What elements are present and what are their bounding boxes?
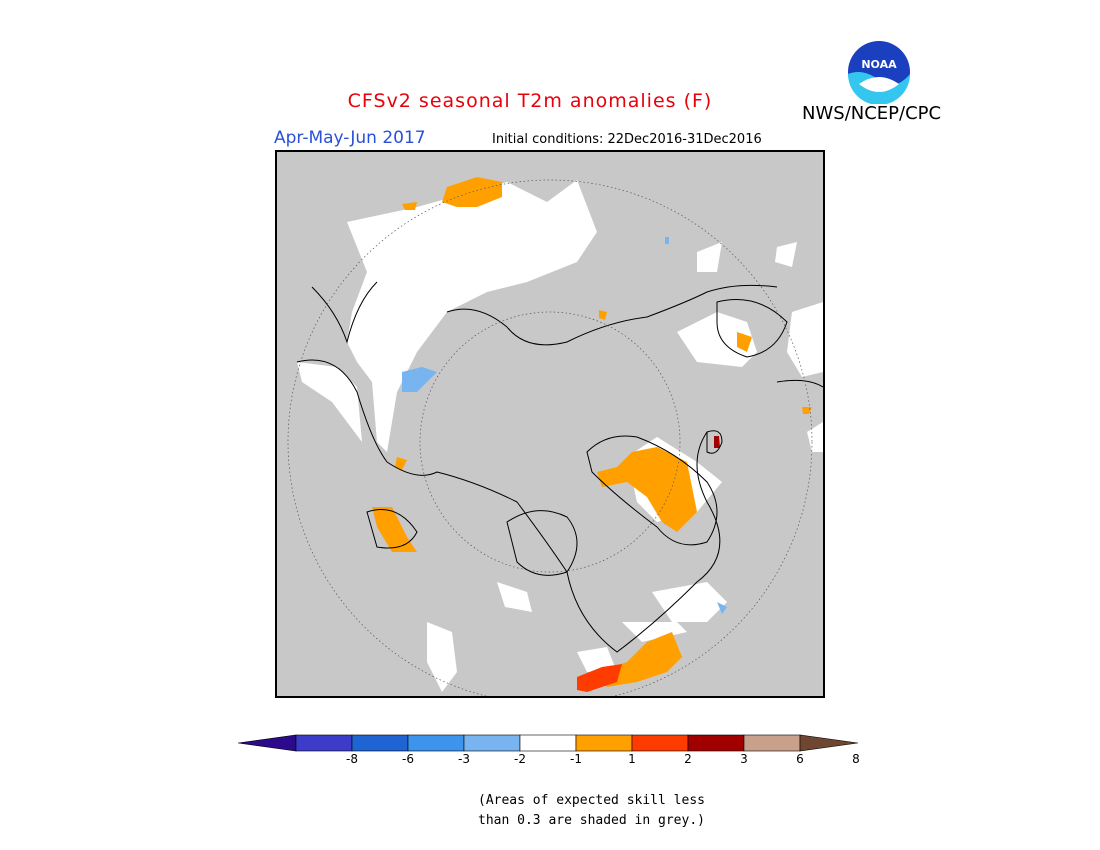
color-legend (238, 732, 862, 772)
legend-tick-label: -2 (514, 752, 526, 766)
legend-segment-arrow-low (238, 734, 297, 752)
agency-label: NWS/NCEP/CPC (802, 103, 942, 124)
legend-segment (631, 734, 689, 752)
legend-tick-label: 8 (852, 752, 860, 766)
legend-tick-label: 6 (796, 752, 804, 766)
legend-tick-label: -1 (570, 752, 582, 766)
legend-segment (743, 734, 801, 752)
legend-segment (295, 734, 353, 752)
map-title: CFSv2 seasonal T2m anomalies (F) (347, 90, 713, 112)
noaa-logo: NOAA (848, 41, 910, 104)
season-label: Apr-May-Jun 2017 (274, 128, 426, 148)
legend-segment-arrow-high (799, 734, 859, 752)
legend-tick-label: 2 (684, 752, 692, 766)
legend-tick-label: 3 (740, 752, 748, 766)
coastlines (296, 281, 823, 653)
legend-segment (519, 734, 577, 752)
initial-conditions-label: Initial conditions: 22Dec2016-31Dec2016 (492, 132, 762, 147)
legend-segment (575, 734, 633, 752)
legend-tick-label: 1 (628, 752, 636, 766)
legend-tick-label: -6 (402, 752, 414, 766)
skill-note-line2: than 0.3 are shaded in grey.) (478, 813, 705, 828)
legend-segment (351, 734, 409, 752)
legend-segment (463, 734, 521, 752)
neutral-regions (297, 180, 823, 692)
legend-tick-label: -3 (458, 752, 470, 766)
skill-note-line1: (Areas of expected skill less (478, 793, 705, 808)
legend-tick-label: -8 (346, 752, 358, 766)
legend-segment (687, 734, 745, 752)
polar-map (275, 150, 825, 698)
hot-regions (577, 664, 622, 692)
svg-text:NOAA: NOAA (861, 58, 897, 71)
skill-note: (Areas of expected skill less than 0.3 a… (478, 791, 705, 831)
legend-segment (407, 734, 465, 752)
